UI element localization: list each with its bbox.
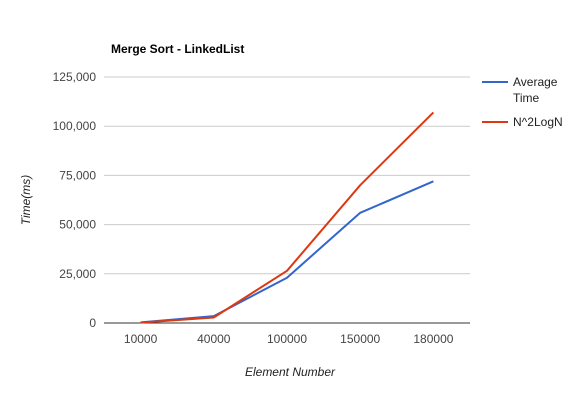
x-tick-label: 40000: [197, 332, 231, 346]
x-axis-ticks: 10000 40000 100000 150000 180000: [124, 332, 454, 346]
gridlines: [104, 76, 470, 324]
series-line-1: [140, 180, 434, 324]
legend-label: Time: [513, 91, 540, 105]
y-tick-label: 100,000: [53, 119, 97, 133]
x-tick-label: 150000: [340, 332, 380, 346]
x-tick-label: 180000: [413, 332, 453, 346]
x-axis-title: Element Number: [245, 365, 336, 379]
series-line-2: [140, 111, 435, 324]
y-tick-label: 125,000: [53, 70, 97, 84]
legend-label: Average: [513, 75, 558, 89]
y-tick-label: 0: [89, 316, 96, 330]
y-tick-label: 25,000: [59, 267, 96, 281]
series-lines: [140, 111, 435, 324]
x-tick-label: 10000: [124, 332, 158, 346]
y-axis-title: Time(ms): [19, 175, 33, 226]
y-axis-ticks: 0 25,000 50,000 75,000 100,000 125,000: [53, 70, 97, 330]
chart-title: Merge Sort - LinkedList: [111, 42, 244, 56]
y-tick-label: 50,000: [59, 218, 96, 232]
x-tick-label: 100000: [267, 332, 307, 346]
y-tick-label: 75,000: [59, 168, 96, 182]
legend: Average Time N^2LogN: [482, 75, 563, 129]
legend-label: N^2LogN: [513, 115, 563, 129]
